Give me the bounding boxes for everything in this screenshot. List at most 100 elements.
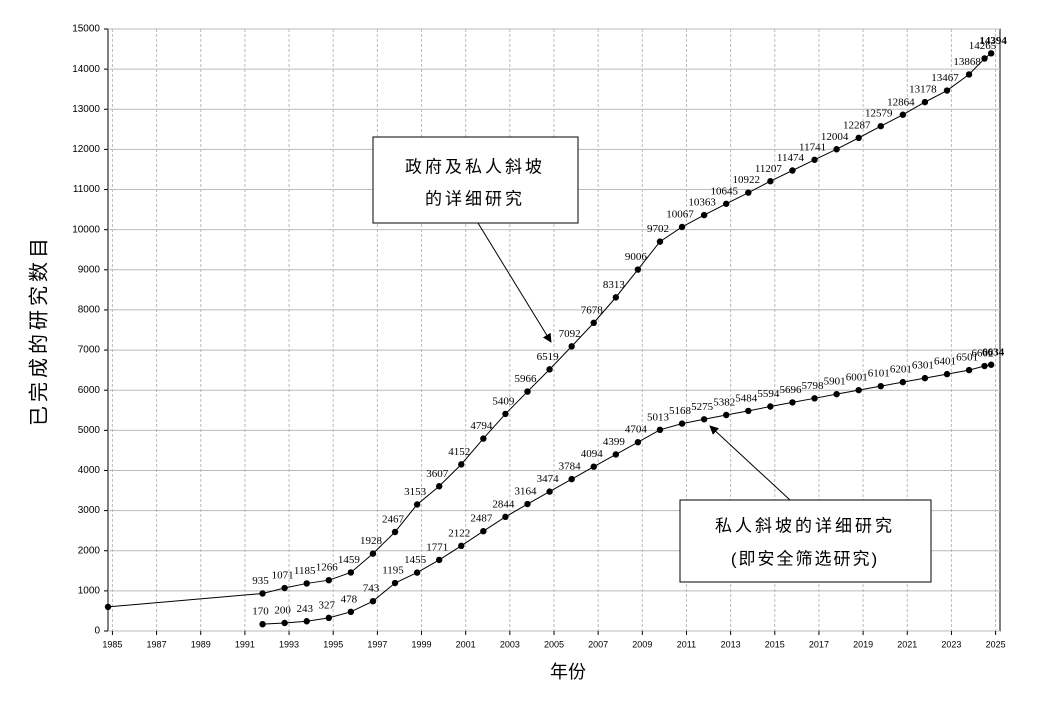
data-label: 12287 (843, 119, 871, 131)
y-tick-label: 6000 (78, 385, 101, 396)
data-label: 6001 (846, 372, 868, 384)
data-point (281, 619, 288, 627)
x-tick-label: 1987 (147, 639, 167, 649)
data-label: 2467 (382, 514, 405, 526)
annotation-box (679, 499, 932, 583)
data-point (789, 399, 796, 406)
x-tick-label: 2011 (677, 639, 696, 649)
data-label: 4094 (581, 448, 604, 460)
data-point (612, 294, 620, 301)
data-point (413, 569, 421, 576)
data-label: 200 (274, 605, 291, 617)
data-label: 13868 (953, 56, 981, 68)
data-point (987, 361, 995, 368)
data-label: 2844 (492, 498, 515, 510)
data-point (899, 378, 907, 386)
data-label: 10363 (688, 197, 716, 209)
data-label: 3153 (404, 486, 427, 498)
data-label: 6301 (912, 360, 934, 372)
data-point (678, 223, 686, 231)
data-point (546, 488, 553, 495)
data-label: 1195 (382, 565, 404, 577)
data-point (723, 200, 730, 207)
x-tick-label: 1993 (279, 639, 299, 649)
data-label: 3607 (426, 468, 449, 480)
data-label: 5594 (757, 388, 780, 400)
x-tick-label: 1991 (235, 639, 255, 649)
data-point (546, 366, 553, 373)
x-tick-label: 1985 (102, 639, 122, 649)
data-point (921, 98, 929, 106)
data-label: 11741 (799, 141, 826, 153)
data-point (767, 403, 774, 410)
series-line (107, 52, 992, 608)
data-label: 14394 (979, 35, 1007, 47)
data-point (391, 579, 399, 587)
data-label: 6401 (934, 356, 956, 368)
data-label: 7678 (581, 304, 604, 316)
grid: 0 1000 2000 3000 4000 5000 6000 7000 8000 9000 100… (72, 24, 1005, 650)
data-point (811, 395, 818, 402)
data-point (413, 501, 421, 508)
data-label: 8313 (603, 279, 626, 291)
data-point (921, 374, 929, 382)
data-point (612, 451, 620, 458)
x-tick-label: 1997 (367, 639, 387, 649)
data-label: 6519 (537, 351, 560, 363)
data-point (435, 556, 443, 564)
data-point (502, 513, 509, 521)
data-point (767, 178, 774, 185)
x-tick-label: 2003 (500, 639, 520, 649)
data-point (656, 238, 664, 245)
data-label: 478 (341, 593, 358, 605)
data-label: 1455 (404, 554, 427, 566)
data-point (347, 569, 355, 576)
data-point (568, 475, 575, 483)
data-label: 5696 (779, 384, 802, 396)
y-tick-label: 9000 (78, 264, 101, 275)
data-point (458, 461, 465, 468)
data-label: 5168 (669, 405, 692, 417)
data-label: 5484 (735, 392, 758, 404)
data-point (480, 435, 487, 442)
x-tick-label: 2023 (941, 639, 961, 649)
data-point (700, 211, 708, 219)
data-point (981, 55, 988, 62)
y-tick-label: 1000 (78, 586, 101, 597)
y-tick-label: 7000 (78, 345, 101, 356)
data-label: 2122 (448, 527, 470, 539)
data-label: 11474 (777, 152, 805, 164)
data-label: 3474 (537, 473, 560, 485)
data-point (899, 111, 907, 118)
annotation-box (372, 136, 579, 224)
data-point (855, 134, 862, 142)
x-tick-label: 2009 (632, 639, 652, 649)
data-point (943, 370, 951, 378)
data-point (833, 390, 840, 398)
x-tick-label: 2007 (588, 639, 608, 649)
data-point (789, 167, 796, 174)
data-label: 243 (296, 603, 313, 615)
data-label: 6101 (868, 368, 890, 380)
data-point (656, 426, 664, 434)
data-point (369, 550, 377, 557)
x-tick-label: 2001 (456, 639, 476, 649)
data-label: 7092 (559, 328, 581, 340)
data-label: 9006 (625, 251, 648, 263)
data-label: 10922 (733, 174, 761, 186)
data-label: 935 (252, 575, 269, 587)
data-point (700, 416, 708, 423)
y-tick-label: 2000 (78, 545, 101, 556)
annotation-text: 的详细研究 (425, 189, 525, 208)
annotation-text: 私人斜坡的详细研究 (715, 516, 895, 535)
data-point (678, 420, 686, 427)
data-label: 5013 (647, 411, 670, 423)
annotation-arrow (477, 222, 552, 343)
data-label: 10067 (666, 209, 694, 221)
data-label: 3164 (515, 486, 538, 498)
x-tick-label: 1989 (191, 639, 211, 649)
data-point (568, 343, 575, 350)
